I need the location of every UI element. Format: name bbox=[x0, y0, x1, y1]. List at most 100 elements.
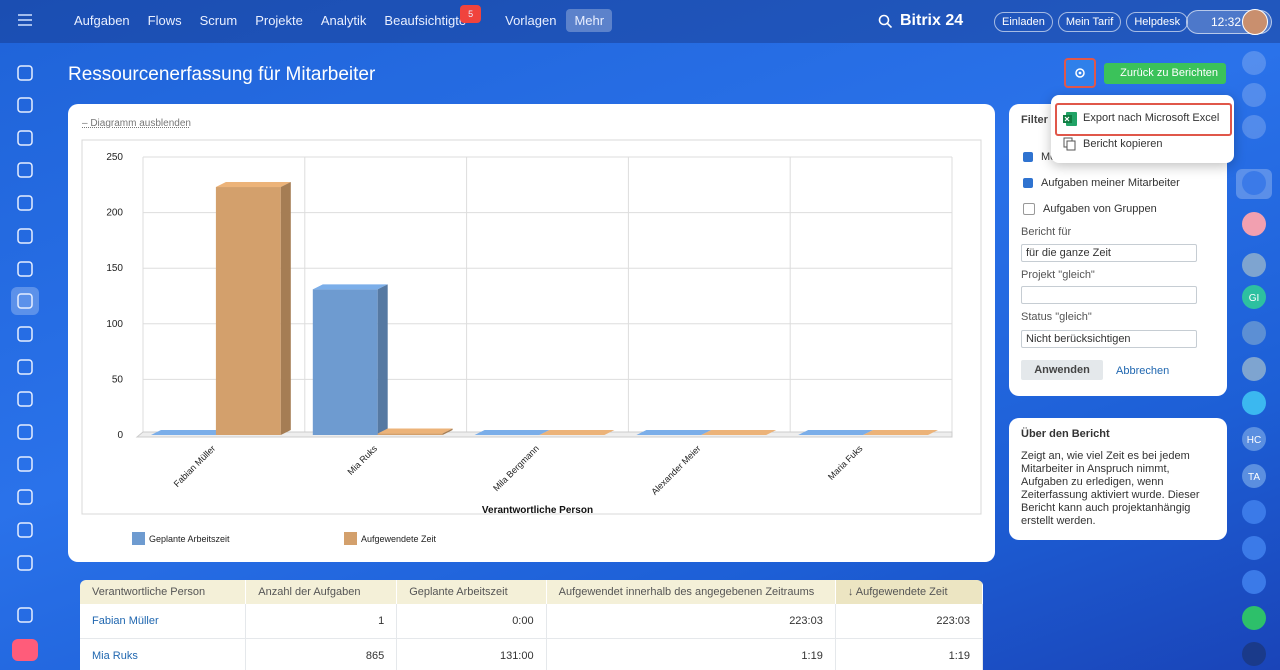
nav-icon[interactable] bbox=[17, 424, 33, 440]
right-avatar[interactable] bbox=[1242, 606, 1266, 630]
menu-item-export[interactable]: Export nach Microsoft Excel bbox=[1055, 103, 1232, 136]
filter-title: Filter bbox=[1021, 114, 1048, 126]
menu-item-copy[interactable]: Bericht kopieren bbox=[1083, 138, 1163, 150]
nav-item[interactable]: Vorlagen bbox=[505, 13, 557, 28]
x-tick-label: Mila Bergmann bbox=[491, 443, 541, 493]
back-button[interactable]: Zurück zu Berichten bbox=[1104, 63, 1226, 84]
right-avatar[interactable] bbox=[1242, 391, 1266, 415]
right-icon[interactable] bbox=[1242, 115, 1266, 139]
table: Verantwortliche Person Anzahl der Aufgabe… bbox=[80, 580, 983, 670]
bar-side bbox=[377, 284, 388, 435]
settings-button[interactable] bbox=[1064, 58, 1096, 88]
y-tick-label: 100 bbox=[106, 319, 123, 330]
nav-item[interactable]: Aufgaben bbox=[74, 13, 130, 28]
nav-item[interactable]: Analytik bbox=[320, 13, 367, 28]
report-for-select[interactable]: für die ganze Zeit bbox=[1021, 244, 1197, 262]
column-header[interactable]: Verantwortliche Person bbox=[80, 580, 247, 604]
nav-icon[interactable] bbox=[17, 359, 33, 375]
nav-icon[interactable] bbox=[17, 261, 33, 277]
right-avatar[interactable] bbox=[1242, 285, 1266, 309]
project-input[interactable] bbox=[1021, 286, 1197, 304]
column-header[interactable]: Anzahl der Aufgaben bbox=[245, 580, 398, 604]
right-avatar[interactable] bbox=[1242, 500, 1266, 524]
legend-swatch bbox=[132, 532, 145, 545]
bar-top bbox=[701, 430, 777, 435]
table-row: Fabian Müller 1 0:00 223:03 223:03 bbox=[80, 604, 983, 639]
bar-side bbox=[442, 428, 453, 435]
checkbox-row[interactable]: Aufgaben von Gruppen bbox=[1023, 196, 1180, 222]
nav-icon[interactable] bbox=[17, 97, 33, 113]
nav-icon[interactable] bbox=[17, 65, 33, 81]
nav-item[interactable]: Projekte bbox=[255, 13, 303, 28]
bar-front bbox=[312, 289, 378, 435]
status-label: Status "gleich" bbox=[1021, 311, 1092, 323]
bar-front bbox=[215, 187, 281, 435]
nav-icon[interactable] bbox=[17, 293, 33, 309]
about-text: Zeigt an, wie viel Zeit es bei jedem Mit… bbox=[1021, 450, 1200, 527]
table-row: Mia Ruks 865 131:00 1:19 1:19 bbox=[80, 638, 983, 670]
nav-icon[interactable] bbox=[17, 489, 33, 505]
column-header[interactable]: Geplante Arbeitszeit bbox=[396, 580, 547, 604]
checkbox bbox=[1023, 178, 1033, 188]
nav-icon[interactable] bbox=[17, 391, 33, 407]
right-avatar[interactable] bbox=[1242, 171, 1266, 195]
nav-item[interactable]: Flows bbox=[147, 13, 182, 28]
table-cell: 131:00 bbox=[396, 638, 547, 670]
x-tick-label: Maria Fuks bbox=[826, 443, 865, 482]
nav-icon[interactable] bbox=[17, 555, 33, 571]
right-avatar[interactable] bbox=[1242, 212, 1266, 236]
nav-icon[interactable] bbox=[17, 522, 33, 538]
checkbox bbox=[1023, 203, 1035, 215]
right-avatar[interactable] bbox=[1242, 642, 1266, 666]
nav-item[interactable]: Beaufsichtigte 5 bbox=[376, 5, 495, 32]
right-avatar[interactable] bbox=[1242, 253, 1266, 277]
table-header: Verantwortliche Person Anzahl der Aufgabe… bbox=[80, 580, 983, 604]
cancel-link[interactable]: Abbrechen bbox=[1116, 365, 1170, 377]
nav-badge: 5 bbox=[460, 5, 482, 23]
apply-button[interactable]: Anwenden bbox=[1021, 360, 1103, 380]
bar-top bbox=[377, 428, 453, 434]
nav-icon[interactable] bbox=[17, 162, 33, 178]
bar-top bbox=[636, 430, 712, 435]
nav: Aufgaben Flows Scrum Projekte Analytik Beaufs… bbox=[66, 5, 613, 32]
table-cell: 223:03 bbox=[835, 604, 983, 639]
right-icon[interactable] bbox=[1242, 51, 1266, 75]
person-link[interactable]: Fabian Müller bbox=[80, 604, 247, 639]
bar-front bbox=[377, 433, 443, 435]
right-avatar[interactable] bbox=[1242, 464, 1266, 488]
nav-icon[interactable] bbox=[17, 326, 33, 342]
chart-toggle[interactable]: – Diagramm ausblenden bbox=[82, 118, 191, 129]
nav-icon[interactable] bbox=[17, 195, 33, 211]
search-icon[interactable] bbox=[878, 14, 892, 28]
top-button[interactable]: Einladen bbox=[994, 12, 1053, 32]
nav-item[interactable]: Mehr bbox=[566, 9, 613, 32]
nav-icon[interactable] bbox=[17, 456, 33, 472]
top-button[interactable]: Mein Tarif bbox=[1057, 12, 1122, 32]
user-avatar[interactable] bbox=[1242, 9, 1268, 35]
person-link[interactable]: Mia Ruks bbox=[80, 638, 247, 670]
checkbox bbox=[1023, 152, 1033, 162]
right-avatar[interactable] bbox=[1242, 427, 1266, 451]
right-avatar[interactable] bbox=[1242, 321, 1266, 345]
bar bbox=[863, 430, 938, 435]
nav-icon[interactable] bbox=[17, 607, 33, 623]
column-header[interactable]: Aufgewendet innerhalb des angegebenen Ze… bbox=[546, 580, 836, 604]
column-header[interactable]: ↓ Aufgewendete Zeit bbox=[835, 580, 983, 604]
checkbox-row[interactable]: Aufgaben meiner Mitarbeiter bbox=[1023, 170, 1180, 196]
right-icon[interactable] bbox=[1242, 83, 1266, 107]
nav-icon[interactable] bbox=[17, 130, 33, 146]
bar bbox=[701, 430, 777, 435]
right-avatar[interactable] bbox=[1242, 357, 1266, 381]
avatar-initials: TA bbox=[1248, 472, 1260, 483]
menu-icon[interactable] bbox=[18, 14, 32, 26]
right-avatar[interactable] bbox=[1242, 570, 1266, 594]
nav-icon[interactable] bbox=[17, 228, 33, 244]
status-select[interactable]: Nicht berücksichtigen bbox=[1021, 330, 1197, 348]
top-buttons: Einladen Mein Tarif Helpdesk bbox=[994, 12, 1189, 32]
right-avatar[interactable] bbox=[1242, 536, 1266, 560]
x-axis-title: Verantwortliche Person bbox=[482, 505, 593, 516]
app-icon[interactable] bbox=[12, 639, 38, 661]
y-tick-label: 0 bbox=[117, 430, 123, 441]
top-button[interactable]: Helpdesk bbox=[1126, 12, 1189, 32]
nav-item[interactable]: Scrum bbox=[199, 13, 238, 28]
